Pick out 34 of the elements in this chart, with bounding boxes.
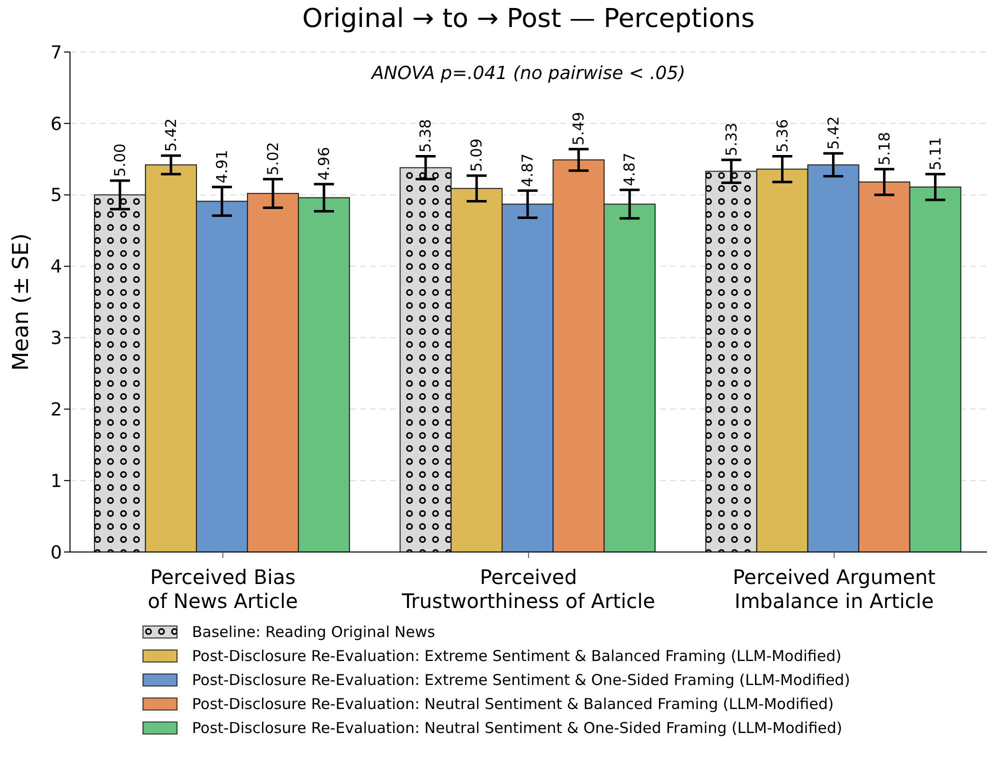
data-label: 4.96 — [314, 147, 333, 180]
y-tick-label: 2 — [50, 400, 62, 421]
y-tick-label: 0 — [50, 542, 62, 564]
x-tick-label: Perceived Argument Imbalance in Article — [732, 565, 936, 613]
y-tick-label: 6 — [50, 114, 62, 135]
data-label: 5.49 — [570, 112, 588, 146]
data-label: 5.36 — [773, 119, 792, 152]
data-label: 5.42 — [162, 118, 180, 152]
legend-label: Post-Disclosure Re-Evaluation: Extreme Sentiment & Balanced Framing (LLM-Modified) — [192, 647, 842, 665]
legend-label: Post-Disclosure Re-Evaluation: Neutral Sentiment & One-Sided Framing (LLM-Modified) — [192, 719, 842, 737]
data-label: 4.87 — [518, 153, 537, 187]
x-tick-label: Perceived Bias of News Article — [148, 565, 298, 613]
legend-label: Post-Disclosure Re-Evaluation: Neutral Sentiment & Balanced Framing (LLM-Modified) — [192, 695, 834, 713]
y-tick-label: 4 — [50, 256, 62, 278]
x-tick-label: Perceived Trustworthiness of Article — [400, 565, 656, 613]
chart-title: Original → to → Post — Perceptions — [301, 4, 756, 34]
data-label: 5.00 — [110, 143, 129, 177]
data-label: 5.33 — [722, 122, 740, 156]
data-label: 5.02 — [264, 142, 282, 176]
y-tick-label: 3 — [50, 328, 62, 350]
data-label: 5.11 — [926, 136, 944, 170]
data-label: 5.38 — [416, 119, 435, 152]
y-axis-title: Mean (± SE) — [8, 233, 34, 371]
legend-label: Post-Disclosure Re-Evaluation: Extreme Sentiment & One-Sided Framing (LLM-Modified) — [192, 671, 850, 689]
data-label: 4.87 — [620, 152, 639, 186]
data-label: 5.18 — [875, 132, 894, 166]
data-label: 5.42 — [824, 116, 842, 150]
y-tick-label: 7 — [50, 42, 62, 64]
y-tick-label: 5 — [50, 185, 62, 206]
data-label: 5.09 — [468, 138, 486, 172]
annotation: ANOVA p=.041 (no pairwise < .05) — [370, 63, 686, 84]
legend-label: Baseline: Reading Original News — [192, 623, 436, 641]
y-tick-label: 1 — [50, 470, 62, 492]
data-label: 4.91 — [212, 150, 231, 184]
